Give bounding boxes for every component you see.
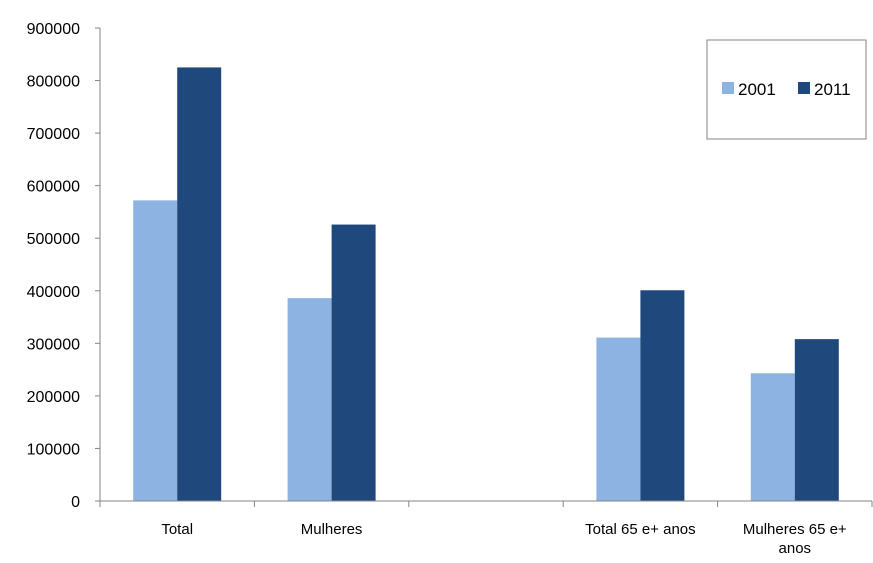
y-tick-label: 0 xyxy=(71,494,80,511)
bar-2011 xyxy=(640,290,685,501)
bar-2011 xyxy=(177,67,222,502)
bar-2001 xyxy=(133,200,178,502)
y-tick-label: 600000 xyxy=(27,179,80,196)
x-tick-label: anos xyxy=(779,540,812,557)
y-tick-label: 800000 xyxy=(27,74,80,91)
x-tick-label: Mulheres xyxy=(301,521,363,538)
y-tick-label: 100000 xyxy=(27,441,80,458)
axes-group xyxy=(99,28,873,507)
y-tick-label: 700000 xyxy=(27,126,80,143)
x-tick-label: Total 65 e+ anos xyxy=(585,521,696,538)
bar-2011 xyxy=(331,224,376,501)
legend: 2001 2011 xyxy=(706,39,867,140)
bar-2011 xyxy=(794,339,839,501)
x-tick-label: Mulheres 65 e+ xyxy=(743,521,847,538)
bar-2001 xyxy=(287,298,332,501)
legend-swatch-2011 xyxy=(798,82,810,94)
y-tick-label: 300000 xyxy=(27,336,80,353)
y-tick-label: 400000 xyxy=(27,284,80,301)
y-tick-label: 500000 xyxy=(27,231,80,248)
x-axis-labels: Total Mulheres Total 65 e+ anos Mulheres 65… xyxy=(161,521,847,557)
y-tick-label: 200000 xyxy=(27,389,80,406)
bar-2001 xyxy=(750,373,795,501)
legend-label: 2011 xyxy=(814,80,851,99)
bar-2001 xyxy=(596,337,641,501)
bars-group xyxy=(133,67,839,502)
y-tick-label: 900000 xyxy=(27,21,80,38)
legend-swatch-2001 xyxy=(722,82,734,94)
x-tick-label: Total xyxy=(161,521,193,538)
legend-label: 2001 xyxy=(738,80,776,99)
y-axis-ticks: 0 100000 200000 300000 400000 500000 600000 700… xyxy=(27,21,100,511)
